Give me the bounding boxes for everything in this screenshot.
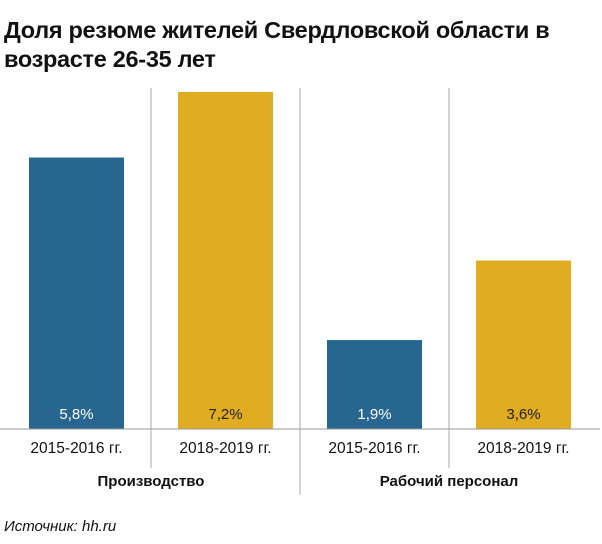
chart-title: Доля резюме жителей Свердловской области… [4,17,550,72]
category-label: 2018-2019 гг. [477,440,569,457]
bar-value-label: 7,2% [208,406,242,423]
bar [476,260,571,429]
category-label: 2015-2016 гг. [328,440,420,457]
category-label: 2015-2016 гг. [30,440,122,457]
bar [29,157,124,429]
bar-value-label: 5,8% [59,406,93,423]
bar-value-label: 1,9% [357,406,391,423]
bar-value-label: 3,6% [506,406,540,423]
group-label: Рабочий персонал [380,473,519,490]
group-label: Производство [98,473,205,490]
bar [178,92,273,429]
bar [327,340,422,429]
source-note: Источник: hh.ru [4,518,117,535]
category-label: 2018-2019 гг. [179,440,271,457]
